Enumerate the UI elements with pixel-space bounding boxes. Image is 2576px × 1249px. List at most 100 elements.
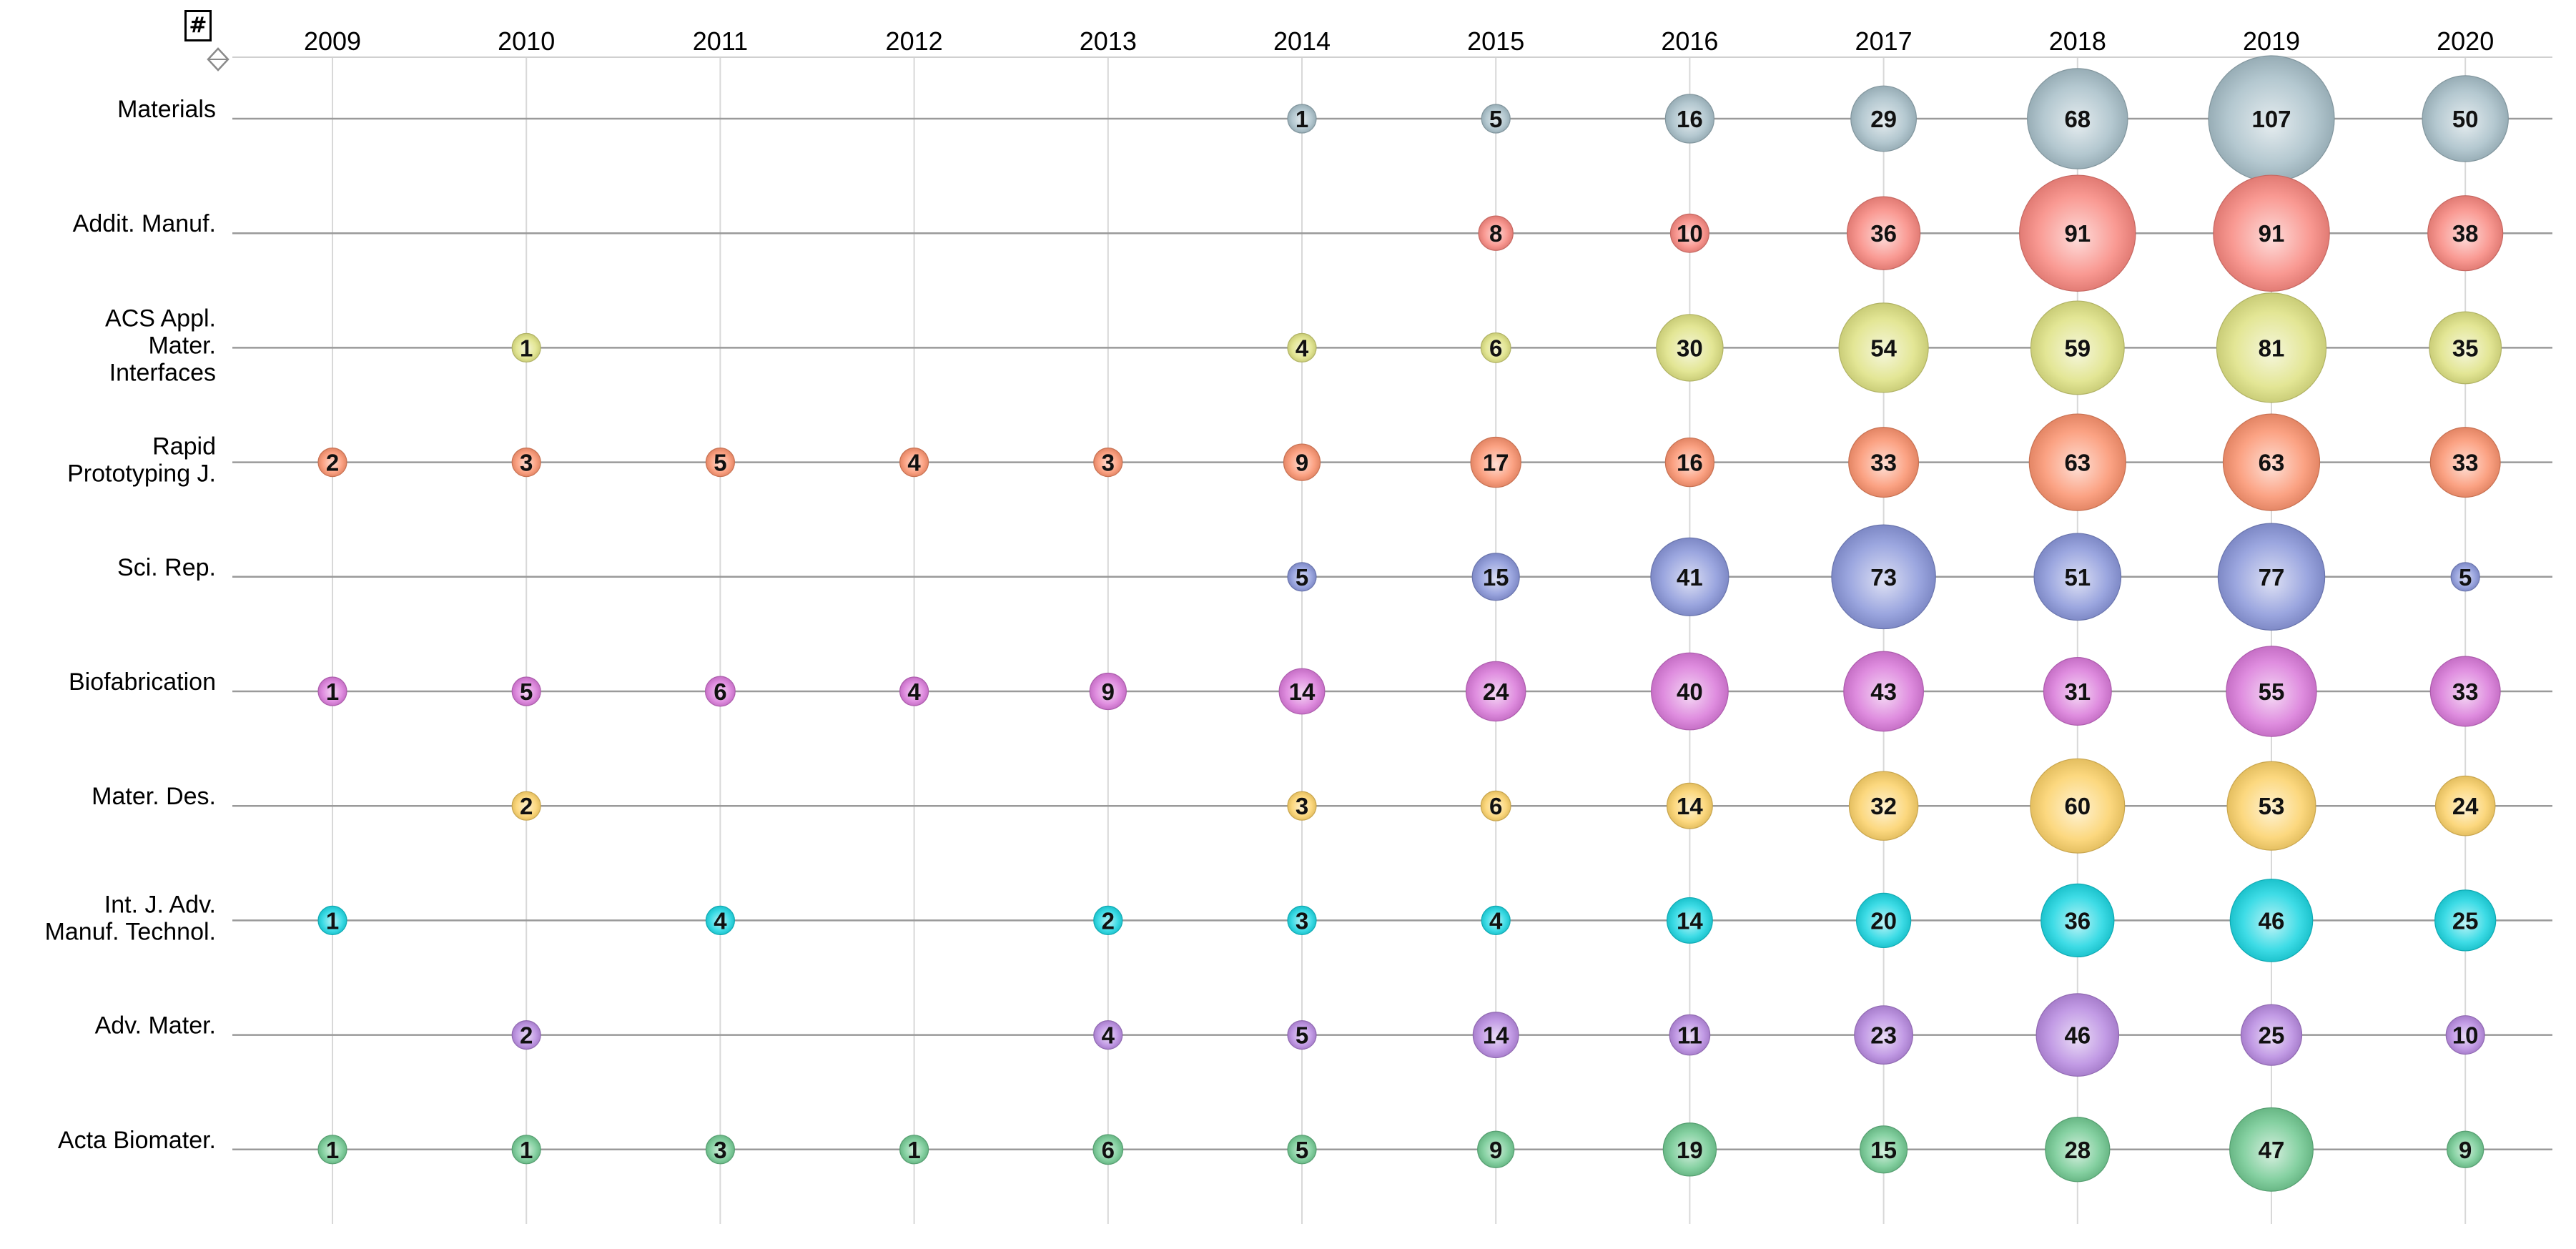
bubble-3-2012[interactable] xyxy=(899,447,929,478)
row-label-5[interactable]: Biofabrication xyxy=(69,668,216,696)
bubble-5-2010[interactable] xyxy=(511,676,541,706)
bubble-2-2016[interactable] xyxy=(1656,314,1724,382)
bubble-7-2016[interactable] xyxy=(1666,897,1713,944)
bubble-8-2017[interactable] xyxy=(1854,1005,1913,1065)
bubble-2-2017[interactable] xyxy=(1838,302,1929,393)
bubble-8-2016[interactable] xyxy=(1669,1014,1711,1056)
bubble-9-2011[interactable] xyxy=(705,1135,736,1165)
bubble-9-2016[interactable] xyxy=(1662,1122,1717,1177)
bubble-3-2013[interactable] xyxy=(1093,447,1123,478)
year-label-2017[interactable]: 2017 xyxy=(1855,26,1913,56)
bubble-8-2013[interactable] xyxy=(1093,1020,1123,1050)
bubble-9-2010[interactable] xyxy=(511,1135,541,1165)
year-label-2010[interactable]: 2010 xyxy=(498,26,555,56)
year-label-2015[interactable]: 2015 xyxy=(1467,26,1524,56)
bubble-1-2016[interactable] xyxy=(1669,213,1709,253)
row-label-1[interactable]: Addit. Manuf. xyxy=(73,210,216,237)
bubble-5-2017[interactable] xyxy=(1843,651,1924,732)
row-label-3[interactable]: Rapid Prototyping J. xyxy=(67,433,216,488)
year-label-2013[interactable]: 2013 xyxy=(1080,26,1137,56)
bubble-2-2015[interactable] xyxy=(1480,332,1511,363)
bubble-5-2014[interactable] xyxy=(1278,668,1326,715)
bubble-6-2018[interactable] xyxy=(2030,758,2126,854)
bubble-7-2017[interactable] xyxy=(1855,892,1912,949)
bubble-5-2016[interactable] xyxy=(1650,652,1729,731)
bubble-1-2019[interactable] xyxy=(2213,174,2330,292)
size-measure-toggle[interactable]: # xyxy=(184,10,212,41)
bubble-8-2019[interactable] xyxy=(2240,1004,2303,1066)
bubble-3-2011[interactable] xyxy=(705,447,736,478)
bubble-7-2013[interactable] xyxy=(1093,905,1123,936)
bubble-3-2019[interactable] xyxy=(2222,413,2321,511)
bubble-8-2014[interactable] xyxy=(1287,1020,1317,1050)
year-label-2009[interactable]: 2009 xyxy=(304,26,361,56)
bubble-9-2012[interactable] xyxy=(899,1135,929,1165)
bubble-0-2020[interactable] xyxy=(2422,75,2509,162)
bubble-3-2016[interactable] xyxy=(1664,437,1715,488)
sort-diamond-icon[interactable] xyxy=(206,47,230,71)
bubble-1-2017[interactable] xyxy=(1846,196,1921,270)
bubble-3-2009[interactable] xyxy=(317,447,347,478)
bubble-6-2014[interactable] xyxy=(1287,791,1317,821)
bubble-4-2019[interactable] xyxy=(2217,523,2326,631)
bubble-0-2017[interactable] xyxy=(1850,85,1918,152)
bubble-7-2011[interactable] xyxy=(705,905,736,936)
bubble-5-2009[interactable] xyxy=(317,676,347,706)
bubble-2-2018[interactable] xyxy=(2030,300,2125,395)
bubble-9-2013[interactable] xyxy=(1092,1134,1124,1165)
bubble-9-2015[interactable] xyxy=(1477,1130,1515,1168)
bubble-5-2013[interactable] xyxy=(1089,672,1127,711)
bubble-0-2015[interactable] xyxy=(1481,104,1511,134)
bubble-1-2015[interactable] xyxy=(1478,215,1514,251)
bubble-2-2019[interactable] xyxy=(2216,292,2327,403)
bubble-7-2019[interactable] xyxy=(2229,879,2314,962)
bubble-4-2020[interactable] xyxy=(2450,562,2480,592)
row-label-2[interactable]: ACS Appl. Mater. Interfaces xyxy=(105,305,216,386)
bubble-2-2014[interactable] xyxy=(1287,332,1317,362)
year-label-2011[interactable]: 2011 xyxy=(693,26,748,56)
bubble-5-2011[interactable] xyxy=(704,676,736,707)
bubble-0-2018[interactable] xyxy=(2027,68,2128,169)
bubble-3-2010[interactable] xyxy=(511,447,541,478)
bubble-9-2009[interactable] xyxy=(317,1135,347,1165)
bubble-3-2017[interactable] xyxy=(1848,427,1920,498)
bubble-9-2018[interactable] xyxy=(2045,1117,2111,1183)
bubble-3-2014[interactable] xyxy=(1283,443,1321,481)
bubble-5-2012[interactable] xyxy=(899,676,929,706)
year-label-2014[interactable]: 2014 xyxy=(1273,26,1331,56)
bubble-7-2018[interactable] xyxy=(2040,883,2115,958)
bubble-8-2010[interactable] xyxy=(511,1020,541,1050)
row-label-0[interactable]: Materials xyxy=(117,96,216,123)
bubble-3-2018[interactable] xyxy=(2028,413,2126,511)
bubble-9-2014[interactable] xyxy=(1287,1135,1317,1165)
bubble-4-2016[interactable] xyxy=(1650,537,1729,616)
row-label-7[interactable]: Int. J. Adv. Manuf. Technol. xyxy=(45,891,216,945)
bubble-7-2015[interactable] xyxy=(1481,905,1511,936)
bubble-9-2019[interactable] xyxy=(2229,1107,2314,1192)
row-label-9[interactable]: Acta Biomater. xyxy=(58,1127,216,1154)
bubble-2-2020[interactable] xyxy=(2429,311,2502,385)
bubble-9-2017[interactable] xyxy=(1860,1125,1908,1174)
bubble-5-2019[interactable] xyxy=(2226,646,2317,737)
bubble-7-2020[interactable] xyxy=(2434,889,2497,952)
bubble-8-2018[interactable] xyxy=(2035,993,2120,1077)
year-label-2018[interactable]: 2018 xyxy=(2049,26,2106,56)
bubble-6-2020[interactable] xyxy=(2434,775,2496,836)
bubble-0-2016[interactable] xyxy=(1664,94,1715,144)
row-label-6[interactable]: Mater. Des. xyxy=(92,783,216,810)
bubble-1-2018[interactable] xyxy=(2019,174,2136,292)
bubble-7-2014[interactable] xyxy=(1287,905,1317,936)
bubble-5-2018[interactable] xyxy=(2043,657,2112,726)
bubble-5-2015[interactable] xyxy=(1465,661,1526,722)
bubble-5-2020[interactable] xyxy=(2429,656,2501,727)
bubble-4-2015[interactable] xyxy=(1471,553,1520,601)
year-label-2016[interactable]: 2016 xyxy=(1661,26,1718,56)
bubble-6-2019[interactable] xyxy=(2226,761,2316,851)
year-label-2019[interactable]: 2019 xyxy=(2243,26,2300,56)
bubble-4-2014[interactable] xyxy=(1287,562,1317,592)
row-label-8[interactable]: Adv. Mater. xyxy=(95,1012,216,1040)
bubble-6-2010[interactable] xyxy=(511,791,541,821)
bubble-0-2014[interactable] xyxy=(1287,104,1317,134)
bubble-6-2015[interactable] xyxy=(1480,790,1511,821)
bubble-3-2020[interactable] xyxy=(2429,427,2501,498)
